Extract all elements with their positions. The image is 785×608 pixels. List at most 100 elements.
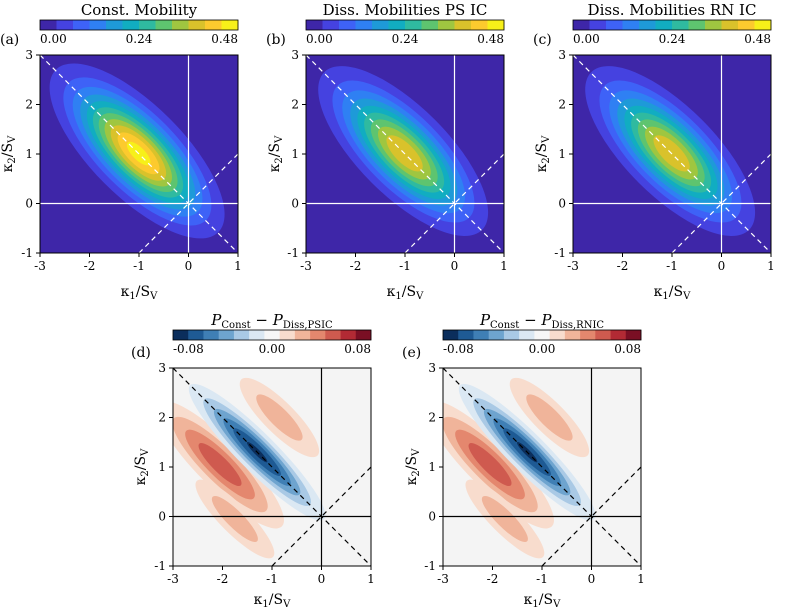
x-tick-label: 1 [234, 259, 242, 273]
colorbar-swatch [438, 20, 455, 30]
y-tick-label: -1 [154, 559, 166, 573]
y-tick-label: 3 [428, 361, 436, 375]
panel-d-label: (d) [131, 345, 151, 361]
colorbar-swatch [249, 330, 265, 340]
panel-e-title-p1: P [479, 311, 491, 329]
colorbar-swatch [738, 20, 755, 30]
panel-d-title-sub1: Const [221, 320, 250, 331]
colorbar-tick-label: 0.00 [529, 342, 556, 356]
colorbar-swatch [534, 330, 550, 340]
plot-area [173, 368, 371, 566]
colorbar-swatch [405, 20, 422, 30]
x-tick-label: -2 [217, 572, 229, 586]
y-tick-label: 3 [158, 361, 166, 375]
colorbar-swatch [218, 330, 235, 340]
panel-d-title-p1: P [210, 311, 222, 329]
x-tick-label: -3 [300, 259, 312, 273]
contour-positive [211, 495, 258, 542]
colorbar-swatch [73, 20, 90, 30]
colorbar-tick-label: 0.48 [211, 32, 238, 46]
panel-c-ylabel: κ2/SV [534, 135, 552, 172]
panel-a-label: (a) [0, 32, 19, 48]
x-tick-label: 1 [367, 572, 375, 586]
y-tick-label: 0 [291, 197, 299, 211]
panel-c-label: (c) [533, 32, 552, 48]
y-tick-label: 2 [558, 98, 566, 112]
colorbar-tick-label: 0.08 [344, 342, 371, 356]
colorbar-tick-label: 0.00 [259, 342, 286, 356]
y-tick-label: 1 [428, 460, 436, 474]
colorbar-swatch [473, 330, 489, 340]
y-tick-label: -1 [287, 246, 299, 260]
y-tick-label: -1 [554, 246, 566, 260]
panel-a: Const. Mobility 0.00 0.24 0.48 (a) -3 -2 -1 0… [0, 1, 242, 302]
colorbar-swatch [139, 20, 156, 30]
x-tick-label: -2 [487, 572, 499, 586]
panel-c-colorbar: 0.00 0.24 0.48 [572, 19, 772, 46]
dashed-line-antidiagonal [306, 55, 504, 253]
x-tick-label: 0 [451, 259, 459, 273]
x-tick-label: -3 [34, 259, 46, 273]
colorbar-swatch [322, 20, 340, 30]
colorbar-swatch [40, 20, 57, 30]
panel-b-colorbar: 0.00 0.24 0.48 [305, 19, 505, 46]
x-tick-label: 0 [318, 572, 326, 586]
colorbar-tick-label: 0.00 [306, 32, 333, 46]
colorbar-swatch [355, 330, 372, 340]
panel-c: Diss. Mobilities RN IC 0.00 0.24 0.48 (c) … [533, 1, 775, 302]
panel-e: PConst − PDiss,RNIC -0.08 0.00 0.08 (e) -3… [402, 311, 645, 608]
colorbar-swatch [306, 20, 323, 30]
contour-positive [526, 394, 573, 441]
y-tick-label: 0 [25, 197, 33, 211]
x-tick-label: 1 [637, 572, 645, 586]
colorbar-swatch [106, 20, 123, 30]
colorbar-swatch [639, 20, 656, 30]
colorbar-frame [305, 19, 505, 31]
colorbar-swatch [279, 330, 296, 340]
colorbar-swatch [610, 330, 627, 340]
x-tick-label: 1 [500, 259, 508, 273]
x-tick-label: -2 [617, 259, 629, 273]
colorbar-frame [442, 329, 642, 341]
colorbar-swatch [688, 20, 706, 30]
y-tick-label: 0 [558, 197, 566, 211]
colorbar-swatch [443, 330, 459, 340]
panel-d-plot: -3 -2 -1 0 1 -1 0 1 2 3 [154, 361, 375, 586]
colorbar-swatch [503, 330, 520, 340]
colorbar-swatch [421, 20, 439, 30]
panel-e-title-op: − [519, 311, 541, 329]
x-tick-label: 0 [185, 259, 193, 273]
panel-b-xlabel: κ1/SV [387, 284, 424, 302]
colorbar-swatch [264, 330, 280, 340]
colorbar-swatch [173, 330, 189, 340]
x-tick-label: -1 [399, 259, 411, 273]
panel-e-plot: -3 -2 -1 0 1 -1 0 1 2 3 [424, 361, 645, 586]
colorbar-swatch [203, 330, 219, 340]
y-tick-label: 1 [291, 147, 299, 161]
colorbar-swatch [549, 330, 566, 340]
panel-e-title-sub1: Const [490, 320, 519, 331]
colorbar-swatch [589, 20, 607, 30]
colorbar-tick-label: 0.48 [477, 32, 504, 46]
colorbar-swatch [372, 20, 389, 30]
colorbar-tick-label: 0.48 [744, 32, 771, 46]
x-tick-label: -2 [350, 259, 362, 273]
colorbar-swatch [471, 20, 488, 30]
x-tick-label: -1 [133, 259, 145, 273]
x-tick-label: -1 [666, 259, 678, 273]
colorbar-swatch [155, 20, 173, 30]
colorbar-swatch [721, 20, 739, 30]
colorbar-swatch [458, 330, 474, 340]
colorbar-tick-label: -0.08 [173, 342, 204, 356]
panel-d-colorbar: -0.08 0.00 0.08 [172, 329, 372, 356]
x-tick-label: -3 [567, 259, 579, 273]
panel-c-plot: -3 -2 -1 0 1 -1 0 1 2 3 [554, 48, 775, 273]
colorbar-swatch [519, 330, 535, 340]
y-tick-label: 2 [291, 98, 299, 112]
colorbar-swatch [564, 330, 581, 340]
colorbar-swatch [573, 20, 590, 30]
panel-e-ylabel: κ2/SV [404, 448, 422, 485]
panel-b-ylabel: κ2/SV [267, 135, 285, 172]
contour-positive [198, 443, 242, 487]
colorbar-swatch [487, 20, 505, 30]
